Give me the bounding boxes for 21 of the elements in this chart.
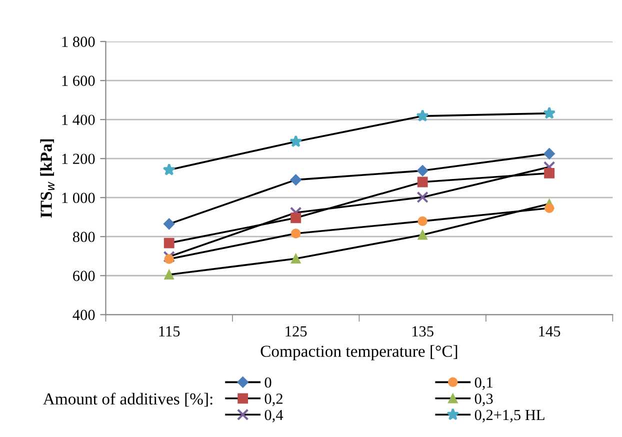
legend-title: Amount of additives [%]:	[43, 392, 212, 407]
y-tick-label: 1 600	[62, 76, 95, 86]
y-tick-label: 1 800	[62, 36, 95, 47]
x-tick-label: 115	[159, 326, 180, 337]
y-tick-label: 1 000	[62, 192, 95, 204]
y-tick-label: 1 200	[62, 154, 95, 164]
legend-label: 0	[264, 377, 272, 388]
x-tick-label: 135	[412, 326, 434, 337]
x-tick-label: 125	[286, 326, 307, 337]
y-tick-label: 800	[72, 232, 95, 242]
x-axis-title: Compaction temperature [°C]	[260, 345, 458, 360]
legend-label: 0,4	[264, 410, 284, 422]
legend-label: 0,3	[474, 394, 493, 406]
legend-label: 0,1	[474, 377, 492, 390]
y-tick-label: 1 400	[62, 114, 95, 125]
y-tick-label: 400	[72, 310, 95, 320]
x-tick-label: 145	[539, 326, 560, 337]
legend-label: 0,2	[264, 394, 282, 406]
legend-label: 0,2+1,5 HL	[474, 410, 544, 422]
y-axis-title: ITS$_{w}$ [kPa]	[40, 139, 54, 218]
y-tick-label: 600	[73, 270, 95, 282]
